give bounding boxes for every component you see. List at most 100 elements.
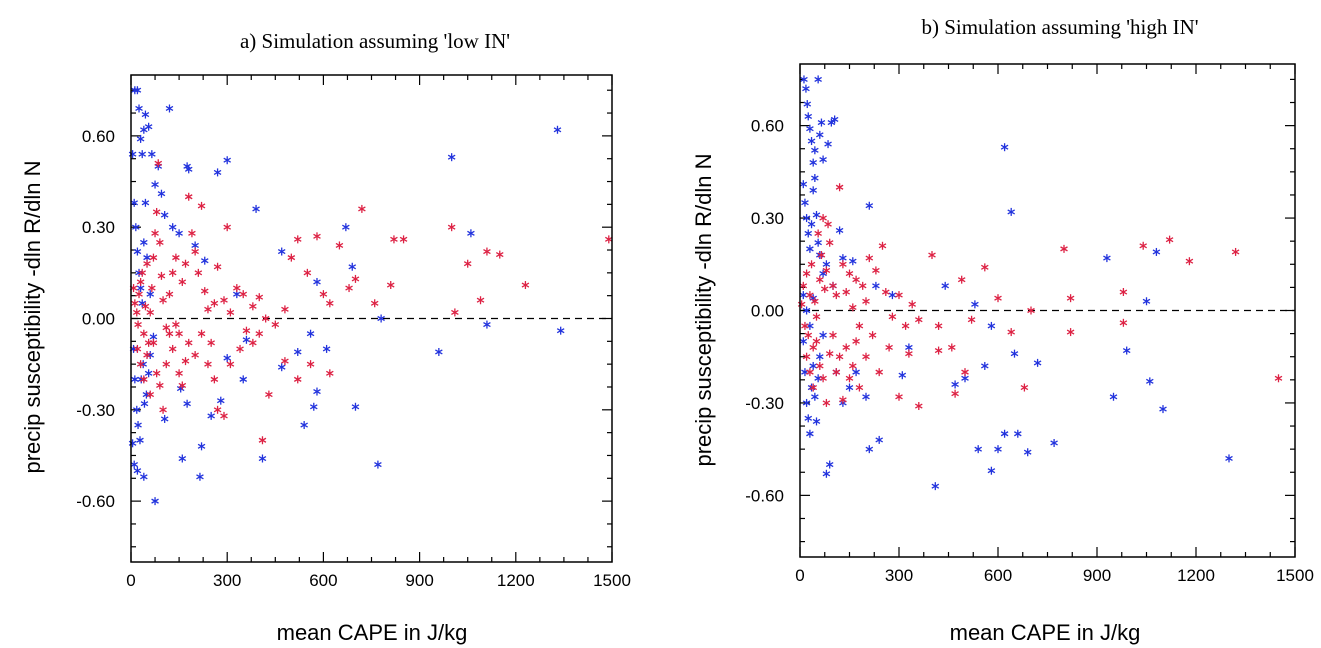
data-point [806, 244, 814, 253]
data-point [348, 262, 357, 271]
data-point [183, 399, 191, 408]
x-tick-label: 1500 [1276, 566, 1314, 585]
data-point [1185, 257, 1194, 266]
data-point [1142, 297, 1151, 306]
data-point [207, 338, 215, 347]
data-point [138, 268, 147, 277]
data-point [868, 331, 877, 340]
data-point [136, 436, 144, 445]
data-point [862, 392, 870, 401]
data-point [399, 235, 408, 244]
data-point [306, 360, 315, 369]
data-point [143, 351, 151, 360]
data-point [135, 268, 143, 277]
data-point [345, 284, 353, 293]
data-point [258, 454, 267, 463]
data-point [858, 281, 867, 290]
data-point [819, 374, 827, 383]
data-point [971, 300, 979, 309]
data-point [140, 125, 148, 134]
data-point [146, 390, 155, 399]
data-point [220, 296, 228, 305]
data-point [881, 288, 890, 297]
data-point [604, 235, 613, 244]
y-tick-label: 0.00 [751, 302, 784, 321]
data-point [165, 290, 174, 299]
data-point [136, 277, 145, 286]
data-point [159, 296, 167, 305]
data-point [134, 421, 142, 430]
data-point [852, 275, 860, 284]
data-point [162, 360, 171, 369]
data-point [148, 284, 156, 293]
x-axis-label: mean CAPE in J/kg [950, 620, 1141, 645]
plot-frame [130, 74, 613, 563]
data-point [1033, 358, 1042, 367]
data-point [370, 299, 379, 308]
data-point [136, 134, 145, 143]
data-point [178, 454, 187, 463]
data-point [1231, 247, 1240, 256]
data-point [825, 349, 834, 358]
data-point [1165, 235, 1174, 244]
series-1 [129, 159, 613, 445]
data-point [132, 223, 140, 232]
data-point [845, 383, 854, 392]
y-tick-label: 0.30 [82, 218, 115, 237]
data-point [156, 238, 164, 247]
data-point [967, 315, 976, 324]
data-point [160, 211, 169, 220]
y-tick-label: 0.60 [82, 127, 115, 146]
data-point [807, 220, 816, 229]
data-point [1119, 288, 1128, 297]
data-point [435, 347, 443, 356]
data-point [168, 223, 177, 232]
y-axis-label: precip susceptibility -dln R/dln N [691, 153, 716, 466]
data-point [556, 326, 565, 335]
data-point [797, 300, 806, 309]
data-point [132, 308, 141, 317]
data-point [819, 155, 827, 164]
data-point [1109, 392, 1118, 401]
data-point [802, 352, 811, 361]
data-point [804, 414, 813, 423]
data-point [255, 293, 264, 302]
data-point [914, 402, 923, 411]
data-point [815, 130, 824, 139]
data-point [901, 321, 910, 330]
panel-b: b) Simulation assuming 'high IN' precip s… [691, 15, 1314, 645]
data-point [812, 312, 821, 321]
data-point [128, 439, 137, 448]
data-point [848, 303, 857, 312]
data-point [809, 383, 818, 392]
data-point [157, 189, 166, 198]
data-point [133, 86, 142, 95]
data-point [143, 259, 151, 268]
data-point [806, 291, 814, 300]
data-point [947, 343, 956, 352]
data-point [862, 352, 870, 361]
data-point [845, 269, 854, 278]
x-tick-label: 1200 [1177, 566, 1215, 585]
data-point [941, 281, 950, 290]
data-point [1007, 328, 1016, 337]
data-point [1000, 143, 1009, 152]
data-point [888, 312, 897, 321]
data-point [819, 214, 827, 223]
data-point [138, 150, 147, 159]
data-point [168, 268, 177, 277]
data-point [140, 399, 149, 408]
data-point [207, 411, 215, 420]
data-point [216, 396, 225, 405]
data-point [855, 383, 864, 392]
data-point [313, 232, 321, 241]
x-tick-label: 0 [126, 571, 135, 590]
data-point [817, 251, 826, 260]
data-point [130, 460, 139, 469]
data-point [865, 201, 874, 210]
data-point [132, 405, 141, 414]
data-point [223, 354, 232, 363]
data-point [151, 497, 159, 506]
data-point [799, 281, 808, 290]
